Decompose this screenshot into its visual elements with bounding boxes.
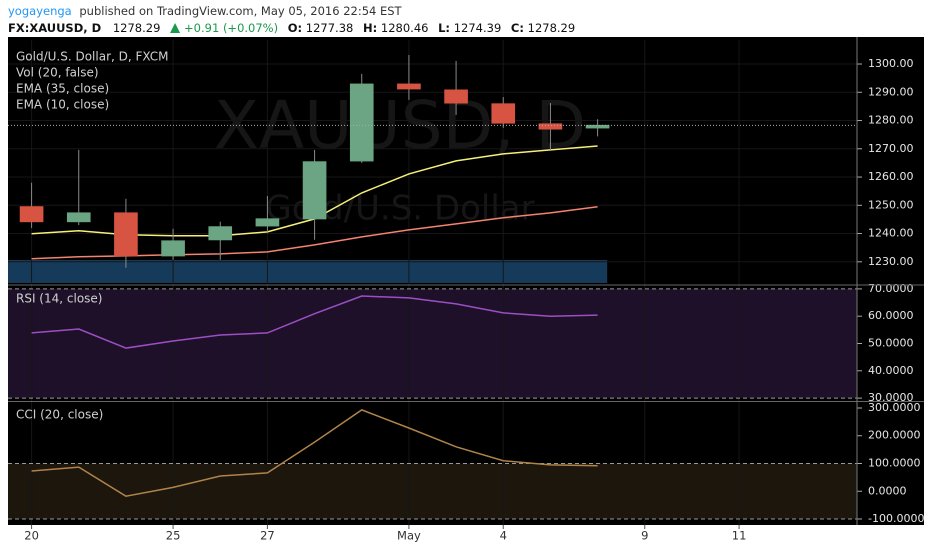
ohlc-label: H:	[363, 21, 377, 35]
band-fill	[8, 463, 857, 520]
y-tick-label: -100.0000	[868, 512, 924, 525]
y-tick-label: 1270.00	[868, 142, 914, 155]
legend-entry: EMA (10, close)	[16, 98, 109, 112]
open-value: 1277.38	[306, 21, 354, 35]
candle-body	[538, 123, 563, 130]
y-tick-label: 1250.00	[868, 198, 914, 211]
y-tick-label: 30.0000	[868, 391, 914, 404]
candle-body	[161, 240, 185, 257]
y-tick-label: 1290.00	[868, 85, 914, 98]
y-tick-label: 0.0000	[868, 484, 907, 497]
y-tick-label: 70.0000	[868, 282, 914, 295]
pane-title: RSI (14, close)	[16, 292, 102, 306]
candle-body	[66, 212, 91, 223]
pane-title: CCI (20, close)	[16, 408, 103, 422]
x-tick-label: 27	[260, 529, 275, 543]
x-tick-label: 4	[500, 529, 507, 543]
published: published on TradingView.com, May 05, 20…	[79, 4, 402, 18]
candle-body	[491, 103, 516, 124]
author: yogayenga	[8, 4, 72, 18]
y-tick-label: 200.0000	[868, 429, 921, 442]
candle-body	[255, 218, 280, 227]
ohlc-label: O:	[288, 21, 302, 35]
line	[31, 295, 598, 349]
x-tick-label: 11	[732, 529, 747, 543]
y-tick-label: 1300.00	[868, 57, 914, 70]
y-tick-label: 60.0000	[868, 309, 914, 322]
y-tick-label: 1230.00	[868, 255, 914, 268]
symbol: FX:XAUUSD, D	[8, 21, 101, 35]
header-line-2: FX:XAUUSD, D 1278.29 +0.91 (+0.07%) O: 1…	[8, 21, 575, 35]
y-tick-label: 1240.00	[868, 227, 914, 240]
y-tick-label: 40.0000	[868, 364, 914, 377]
candle-body	[302, 161, 327, 220]
volume-area	[8, 260, 608, 283]
last-price: 1278.29	[113, 21, 161, 35]
y-tick-label: 1280.00	[868, 114, 914, 127]
header-line-1: yogayenga published on TradingView.com, …	[8, 4, 403, 18]
candle-body	[349, 83, 374, 162]
candle-body	[585, 124, 610, 129]
ohlc-label: L:	[438, 21, 450, 35]
candle-body	[397, 83, 421, 90]
change: +0.91 (+0.07%)	[184, 21, 278, 35]
band-fill	[8, 288, 857, 399]
candle-body	[444, 89, 468, 104]
low-value: 1274.39	[454, 21, 502, 35]
y-tick-label: 100.0000	[868, 457, 921, 470]
x-tick-label: May	[397, 529, 421, 543]
close-value: 1278.29	[528, 21, 576, 35]
x-tick-label: 20	[24, 529, 39, 543]
line	[31, 409, 598, 497]
y-tick-label: 50.0000	[868, 337, 914, 350]
high-value: 1280.46	[381, 21, 429, 35]
up-arrow-icon	[170, 23, 181, 33]
legend-entry: EMA (35, close)	[16, 82, 109, 96]
candle-body	[114, 212, 138, 257]
x-tick-label: 25	[166, 529, 181, 543]
candle-body	[19, 206, 44, 223]
ohlc-label: C:	[511, 21, 524, 35]
y-tick-label: 300.0000	[868, 401, 921, 414]
indicator-label: Vol (20, false)	[16, 66, 99, 80]
x-tick-label: 9	[641, 529, 648, 543]
candle-body	[208, 226, 233, 241]
y-tick-label: 1260.00	[868, 170, 914, 183]
pane-title: Gold/U.S. Dollar, D, FXCM	[16, 50, 169, 64]
